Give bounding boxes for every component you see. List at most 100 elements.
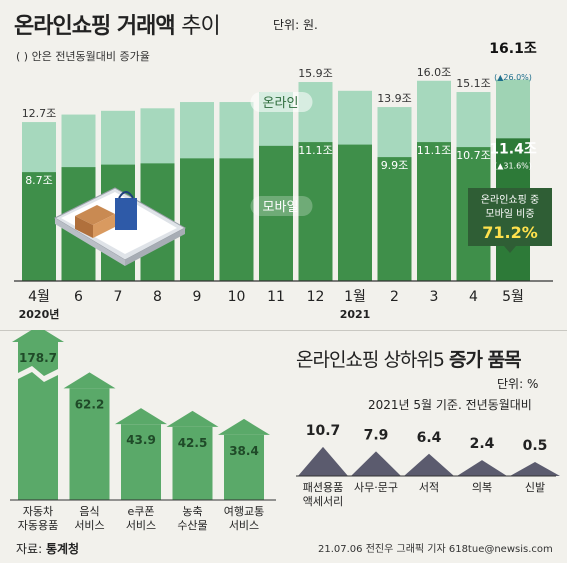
mobile-value-label: 11.1조 [417, 144, 452, 157]
growth-category-label: 농축 [182, 505, 202, 518]
low-growth-value-label: 7.9 [364, 427, 389, 443]
bar-mobile [180, 158, 214, 281]
low-growth-value-label: 2.4 [470, 436, 495, 452]
low-growth-category-label: 서적 [419, 481, 439, 494]
x-tick-label: 6 [74, 289, 83, 305]
x-tick-label: 5월 [502, 289, 524, 305]
parcel-front [93, 214, 115, 238]
page-title: 온라인쇼핑 거래액 추이 [14, 8, 221, 40]
growth-value-label: 42.5 [178, 436, 208, 450]
x-tick-label: 12 [307, 289, 325, 305]
growth-arrow-head [166, 410, 219, 427]
total-value-label: 15.9조 [298, 67, 333, 80]
low-growth-value-label: 10.7 [306, 423, 341, 439]
callout-line1: 온라인쇼핑 중 [481, 194, 539, 206]
growth-arrow-head [115, 408, 167, 425]
low-growth-arrow [457, 460, 507, 476]
unit-label: 단위: 원. [273, 18, 318, 32]
rank-title-text: 온라인쇼핑 상하위5 [296, 349, 445, 371]
growth-arrow-head [12, 330, 64, 342]
rank-basis: 2021년 5월 기준. 전년동월대비 [368, 398, 532, 412]
growth-arrow-head [218, 418, 270, 435]
bar-mobile [298, 142, 333, 281]
bar-mobile [219, 158, 254, 281]
axis-break-mark [16, 366, 60, 382]
growth-value-label: 62.2 [75, 397, 105, 411]
smartphone-illustration [53, 187, 187, 266]
bar-mobile [22, 172, 56, 281]
low-growth-category-label: 액세서리 [303, 495, 343, 508]
mobile-label-bg [250, 196, 313, 216]
growth-arrow-bar [18, 342, 58, 500]
title-main-text: 온라인쇼핑 거래액 [14, 14, 176, 39]
x-tick-label: 4 [469, 289, 478, 305]
rank-title-bold: 증가 품목 [449, 349, 522, 371]
growth-arrow-bar [121, 424, 161, 500]
growth-category-label: e쿠폰 [127, 505, 154, 518]
source-value: 통계청 [45, 542, 80, 556]
growth-value-label: 178.7 [19, 351, 57, 365]
year-label: 2020년 [19, 307, 60, 321]
source-label: 자료: [16, 542, 43, 556]
total-value-label: 12.7조 [22, 107, 57, 120]
share-callout [468, 188, 552, 253]
x-tick-label: 2 [390, 289, 399, 305]
low-growth-arrow [298, 446, 348, 476]
growth-category-label: 서비스 [229, 519, 259, 532]
callout-line2: 모바일 비중 [485, 208, 534, 220]
year-label: 2021 [340, 308, 371, 321]
total-value-label: 16.0조 [417, 66, 452, 79]
low-growth-arrow [404, 453, 454, 476]
x-tick-label: 3 [430, 289, 439, 305]
x-tick-label: 4월 [28, 289, 50, 305]
x-tick-label: 10 [228, 289, 246, 305]
bar-mobile [377, 157, 412, 281]
total-value-label-highlight: 16.1조 [489, 41, 537, 57]
growth-arrow-bar [69, 388, 110, 500]
growth-arrow-head [63, 372, 116, 389]
online-series-label: 온라인 [263, 96, 299, 111]
low-growth-category-label: 의복 [472, 481, 492, 494]
low-growth-category-label: 패션용품 [303, 481, 343, 494]
low-growth-arrow [510, 462, 560, 476]
total-value-label: 13.9조 [377, 92, 412, 105]
phone-edge-right [125, 228, 185, 266]
total-growth-label: (▲26.0%) [494, 73, 532, 82]
growth-category-label: 서비스 [74, 519, 104, 532]
low-growth-value-label: 0.5 [523, 438, 548, 454]
title-suffix: 추이 [181, 14, 220, 39]
bar-mobile [338, 144, 372, 281]
x-tick-label: 11 [267, 289, 285, 305]
rank-chart-title: 온라인쇼핑 상하위5 증가 품목 [296, 345, 522, 372]
growth-value-label: 38.4 [229, 444, 259, 458]
low-growth-value-label: 6.4 [417, 430, 442, 446]
online-label-bg [250, 92, 313, 112]
credit: 21.07.06 전진우 그래픽 기자 618tue@newsis.com [318, 544, 553, 555]
shopping-bag-handle [118, 191, 134, 199]
mobile-growth-label: (▲31.6%) [494, 161, 532, 170]
mobile-value-label: 11.1조 [298, 144, 333, 157]
parcel-side [75, 216, 93, 238]
x-tick-label: 7 [114, 289, 123, 305]
low-growth-category-label: 신발 [525, 481, 545, 494]
growth-category-label: 여행교통 [224, 505, 264, 518]
growth-category-label: 자동용품 [18, 519, 58, 532]
mobile-series-label: 모바일 [263, 200, 299, 215]
mobile-value-label-highlight: 11.4조 [489, 141, 537, 157]
rank-unit: 단위: % [497, 377, 539, 391]
bar-mobile [417, 142, 451, 281]
low-growth-arrow [351, 451, 401, 476]
total-value-label: 15.1조 [456, 77, 491, 90]
x-tick-label: 8 [153, 289, 162, 305]
monthly-transactions-chart: 4월 12.7조 8.7조 6 7 8 9 10 11 12 15.9조 11.1조 1월 2 13.9조 9… [14, 41, 553, 321]
mobile-value-label: 8.7조 [25, 174, 53, 187]
growth-category-label: 수산물 [177, 519, 207, 532]
growth-value-label: 43.9 [126, 433, 156, 447]
low-growth-category-label: 사무·문구 [354, 481, 398, 494]
callout-value: 71.2% [482, 223, 538, 242]
mobile-value-label: 10.7조 [456, 149, 491, 162]
x-tick-label: 9 [193, 289, 202, 305]
mobile-value-label: 9.9조 [381, 159, 409, 172]
parcel-top [75, 205, 115, 225]
